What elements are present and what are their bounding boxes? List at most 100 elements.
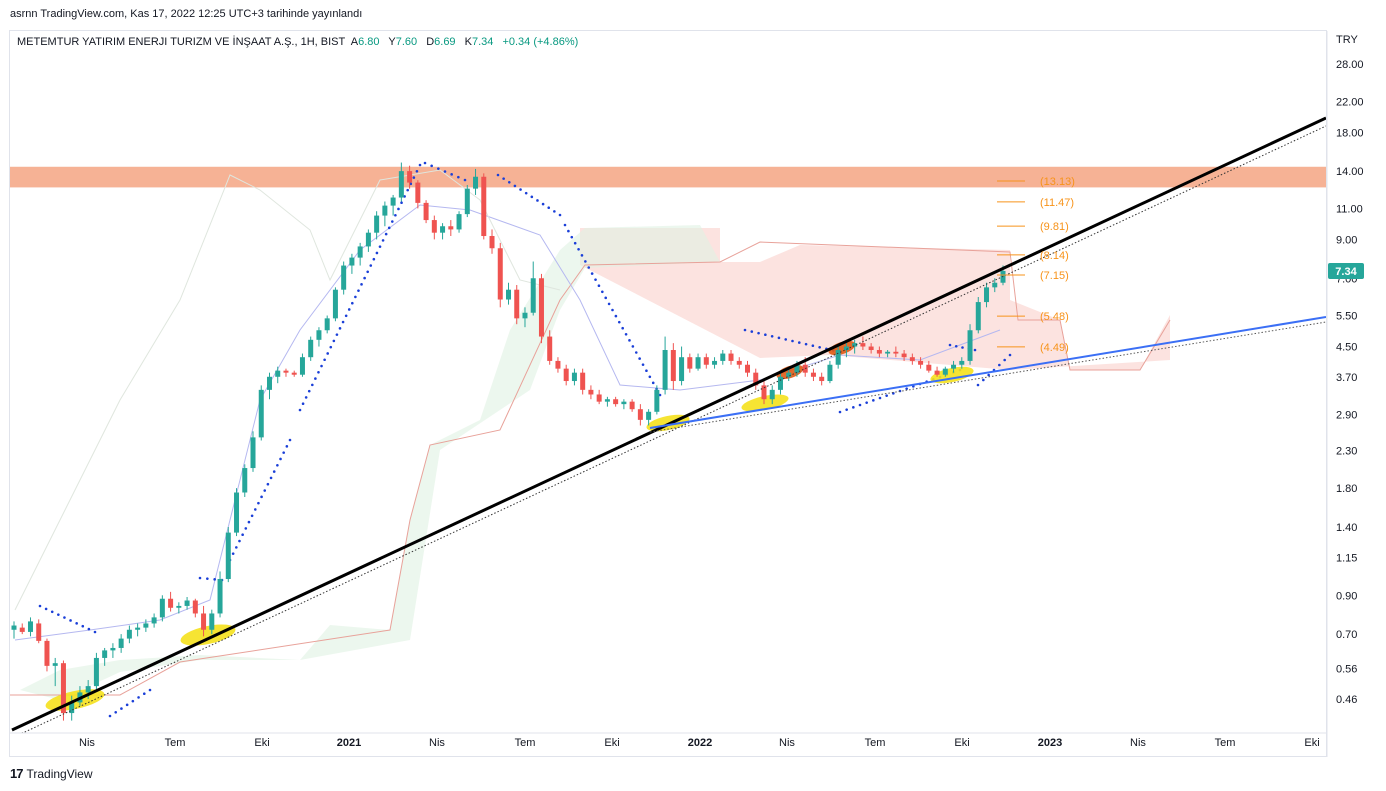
sar-dot xyxy=(624,332,628,336)
low-key: D xyxy=(426,36,435,48)
candle-body xyxy=(415,182,421,203)
candle-body xyxy=(341,265,347,290)
sar-dot xyxy=(288,438,292,442)
candle-body xyxy=(728,353,734,361)
candle-body xyxy=(489,236,495,249)
candle-body xyxy=(60,663,66,714)
price-tick-label: 0.90 xyxy=(1336,590,1357,602)
sar-dot xyxy=(948,343,952,347)
resistance-zone xyxy=(10,166,1326,188)
candle-body xyxy=(159,598,165,618)
sar-dot xyxy=(502,177,505,180)
sar-dot xyxy=(238,539,241,543)
fib-level-label: (4.49) xyxy=(1040,342,1069,354)
sar-dot xyxy=(617,320,621,324)
time-tick-label: Tem xyxy=(865,737,886,749)
candle-body xyxy=(11,625,17,630)
fib-extension[interactable]: (13.13) (11.47) (9.81) (8.14) (7.15) (5.48) (4… xyxy=(997,176,1075,354)
candle-body xyxy=(365,232,371,247)
candle-body xyxy=(736,360,742,365)
sar-dot xyxy=(954,344,958,348)
time-tick-label: Nis xyxy=(429,737,445,749)
sar-dot xyxy=(372,257,376,261)
candle-body xyxy=(909,357,915,361)
sar-dot xyxy=(838,410,842,414)
candle-body xyxy=(27,621,33,632)
sar-dot xyxy=(791,339,794,343)
change-value: +0.34 (+4.86%) xyxy=(502,36,579,48)
sar-dot xyxy=(961,346,964,349)
sar-dot xyxy=(57,613,60,616)
time-axis[interactable]: Nis Tem Eki 2021 Nis Tem Eki 2022 Nis Tem Eki 2023 N… xyxy=(79,737,1320,749)
candle-body xyxy=(69,702,75,714)
sar-dot xyxy=(301,402,305,406)
time-tick-label: 2021 xyxy=(337,737,361,749)
price-axis[interactable]: 28.0022.0018.0014.0011.009.007.005.504.5… xyxy=(1336,59,1364,706)
candle-body xyxy=(745,364,751,373)
sar-dot xyxy=(973,348,977,352)
sar-dot xyxy=(409,182,413,186)
sar-dot xyxy=(329,345,333,349)
sar-dot xyxy=(387,226,391,230)
sar-dot xyxy=(457,175,460,179)
sar-dot xyxy=(584,260,587,263)
support-dotted-line xyxy=(649,321,1326,433)
candle-body xyxy=(984,287,990,303)
sar-dot xyxy=(394,213,397,217)
candle-body xyxy=(283,370,289,373)
candle-body xyxy=(563,368,569,382)
candle-body xyxy=(646,411,652,420)
candles xyxy=(11,162,1006,721)
candle-body xyxy=(761,385,767,400)
price-tick-label: 28.00 xyxy=(1336,59,1364,71)
sar-dot xyxy=(366,270,369,274)
candle-body xyxy=(621,401,627,405)
sar-dot xyxy=(391,220,394,223)
sar-dot xyxy=(323,358,326,362)
sar-dot xyxy=(50,610,54,614)
candle-body xyxy=(184,600,190,606)
sar-dot xyxy=(570,235,574,239)
time-tick-label: Eki xyxy=(1304,737,1319,749)
sar-dot xyxy=(641,363,645,366)
sar-dot xyxy=(375,251,379,255)
candle-body xyxy=(266,376,272,390)
footer-brand[interactable]: 17 TradingView xyxy=(10,766,93,781)
price-tick-label: 4.50 xyxy=(1336,342,1357,354)
publish-header: asrnn TradingView.com, Kas 17, 2022 12:2… xyxy=(10,8,363,20)
fib-level-label: (13.13) xyxy=(1040,176,1075,188)
sar-dot xyxy=(621,326,624,330)
candle-body xyxy=(192,600,198,614)
sar-dot xyxy=(406,188,409,192)
sar-dot xyxy=(125,703,129,707)
candle-body xyxy=(506,289,511,300)
sar-dot xyxy=(131,699,135,703)
price-tick-label: 22.00 xyxy=(1336,96,1364,108)
candle-body xyxy=(843,346,849,351)
trendlines[interactable] xyxy=(11,116,1326,738)
sar-dot xyxy=(137,696,140,699)
candle-body xyxy=(712,360,718,365)
sar-dot xyxy=(865,401,868,404)
time-tick-label: Eki xyxy=(254,737,269,749)
tradingview-logo-icon: 17 xyxy=(10,766,24,781)
sar-dot xyxy=(384,232,388,236)
sar-dot xyxy=(314,377,317,380)
candle-body xyxy=(777,376,783,390)
candle-body xyxy=(769,389,775,400)
price-tick-label: 14.00 xyxy=(1336,166,1364,178)
candle-body xyxy=(464,188,470,215)
touch-highlight-yellow xyxy=(930,366,974,384)
candle-body xyxy=(654,389,660,412)
candle-body xyxy=(893,351,899,354)
sar-dot xyxy=(519,188,522,191)
sar-dot xyxy=(307,389,311,393)
sar-dot xyxy=(818,345,821,349)
sar-dot xyxy=(563,223,567,227)
candle-body xyxy=(110,647,116,651)
sar-dot xyxy=(63,616,66,619)
sar-dot xyxy=(231,552,235,555)
symbol-legend[interactable]: METEMTUR YATIRIM ENERJI TURIZM VE İNŞAAT… xyxy=(17,36,584,48)
sar-dot xyxy=(463,178,467,182)
